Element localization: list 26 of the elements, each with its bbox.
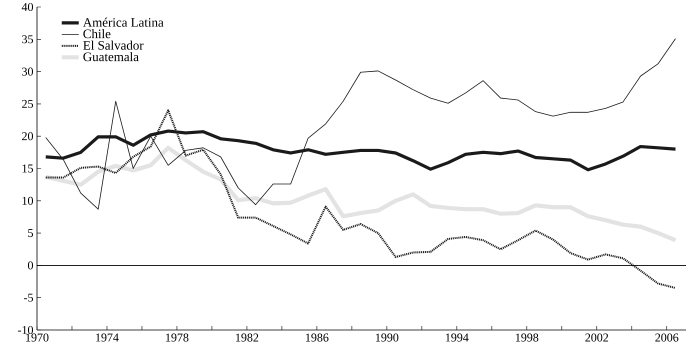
legend-label: Chile xyxy=(83,29,110,38)
x-tick-label: 1974 xyxy=(96,334,119,342)
y-tick-label: -10 xyxy=(18,326,34,334)
line-series xyxy=(44,146,678,242)
y-tick-label: 30 xyxy=(22,68,34,76)
y-tick-label: 15 xyxy=(22,164,34,172)
y-tick-label: 20 xyxy=(22,132,34,140)
x-tick-label: 1982 xyxy=(236,334,258,342)
x-tick-label: 1994 xyxy=(446,334,469,342)
x-tick-label: 1998 xyxy=(516,334,538,342)
legend-label: América Latina xyxy=(82,18,164,27)
y-tick-label: 25 xyxy=(22,100,34,108)
y-tick-label: -5 xyxy=(24,294,34,302)
x-tick-label: 1986 xyxy=(306,334,328,342)
y-tick-label: 5 xyxy=(28,229,34,238)
x-tick-label: 1990 xyxy=(376,334,398,342)
x-tick-label: 2006 xyxy=(655,334,678,342)
x-tick-label: 1970 xyxy=(26,334,48,342)
legend-label: El Salvador xyxy=(83,40,144,50)
legend-label: Guatemala xyxy=(83,52,139,62)
x-tick-label: 1978 xyxy=(166,334,188,342)
x-tick-label: 2002 xyxy=(585,334,608,342)
y-tick-label: 40 xyxy=(22,2,34,12)
y-tick-label: 10 xyxy=(22,196,34,205)
y-tick-label: 0 xyxy=(28,261,34,270)
y-tick-label: 35 xyxy=(22,35,34,44)
